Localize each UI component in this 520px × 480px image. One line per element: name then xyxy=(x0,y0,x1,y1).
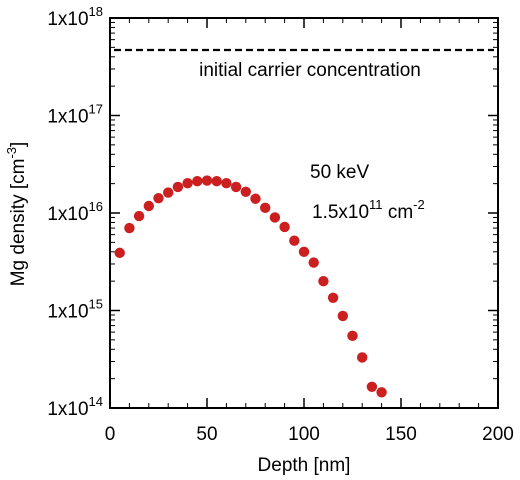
y-tick-label-exp: 14 xyxy=(89,394,103,409)
data-point xyxy=(143,200,154,212)
y-tick-label: 1x1015 xyxy=(47,297,103,323)
dose-unit-exp: -2 xyxy=(413,197,425,212)
data-point xyxy=(153,192,164,204)
ref-line-label: initial carrier concentration xyxy=(199,60,421,81)
data-point xyxy=(114,247,125,259)
y-tick-label-base: 1x10 xyxy=(47,204,88,225)
data-point xyxy=(201,175,213,186)
data-point xyxy=(192,175,203,187)
data-point xyxy=(366,381,378,392)
x-tick-label: 0 xyxy=(105,424,116,445)
data-point xyxy=(269,212,281,223)
energy-annotation: 50 keV xyxy=(310,162,369,183)
y-tick-label: 1x1018 xyxy=(47,4,103,30)
y-tick-label-exp: 18 xyxy=(89,4,103,19)
dose-unit: cm xyxy=(383,202,414,223)
data-point xyxy=(240,186,251,197)
data-point xyxy=(172,181,184,193)
data-point xyxy=(133,210,145,222)
y-tick-label-exp: 16 xyxy=(89,199,103,214)
data-point xyxy=(260,202,271,214)
y-tick-label: 1x1014 xyxy=(47,394,103,420)
y-axis-label-main: Mg density [cm xyxy=(8,159,29,287)
data-point xyxy=(211,175,222,187)
y-axis-label: Mg density [cm-3] xyxy=(4,142,29,287)
x-axis-label: Depth [nm] xyxy=(258,455,351,476)
y-tick-label-base: 1x10 xyxy=(47,107,88,128)
data-point xyxy=(250,193,261,204)
data-point xyxy=(308,257,319,268)
data-point xyxy=(289,235,300,246)
data-point xyxy=(221,178,232,189)
dose-annotation: 1.5x1011 cm-2 xyxy=(312,197,425,223)
data-point xyxy=(357,352,368,363)
y-tick-label: 1x1017 xyxy=(47,102,103,128)
data-point xyxy=(182,178,193,189)
y-tick-label-base: 1x10 xyxy=(47,399,88,420)
dose-exp: 11 xyxy=(369,197,383,212)
x-tick-label: 50 xyxy=(196,424,217,445)
data-point xyxy=(337,310,348,322)
y-tick-label-exp: 15 xyxy=(89,297,103,312)
y-axis-label-sup: -3 xyxy=(4,147,19,159)
data-point xyxy=(163,187,174,198)
plot-frame xyxy=(109,17,499,409)
y-tick-label-base: 1x10 xyxy=(47,9,88,30)
x-tick-label: 100 xyxy=(288,424,320,445)
x-tick-label: 200 xyxy=(482,424,514,445)
data-point xyxy=(327,292,339,303)
y-tick-label-exp: 17 xyxy=(89,102,103,117)
dose-base: 1.5x10 xyxy=(312,202,369,223)
y-tick-label: 1x1016 xyxy=(47,199,103,225)
data-point xyxy=(279,221,290,233)
data-point xyxy=(376,387,387,398)
data-point xyxy=(318,275,329,287)
data-point xyxy=(347,330,358,342)
x-tick-label: 150 xyxy=(385,424,417,445)
data-point xyxy=(230,181,242,193)
y-axis-label-tail: ] xyxy=(8,142,29,147)
data-point xyxy=(124,222,135,234)
y-tick-label-base: 1x10 xyxy=(47,302,88,323)
data-point xyxy=(298,246,310,257)
